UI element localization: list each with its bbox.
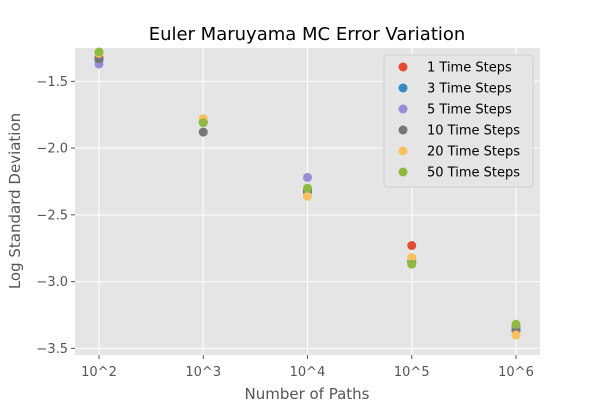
legend-marker (398, 125, 408, 135)
legend-marker (398, 62, 408, 72)
legend-entry: 3 Time Steps (427, 82, 512, 97)
legend-entry: 5 Time Steps (427, 103, 512, 118)
legend-marker (398, 83, 408, 93)
y-tick-label: −2.0 (36, 142, 68, 157)
y-tick-label: −1.5 (36, 75, 68, 90)
chart-title: Euler Maruyama MC Error Variation (149, 24, 466, 45)
legend-marker (398, 146, 408, 156)
y-tick-label: −2.5 (36, 208, 68, 223)
x-axis-label: Number of Paths (244, 385, 369, 400)
data-point (407, 259, 417, 269)
data-point (511, 330, 521, 340)
y-tick-label: −3.5 (36, 342, 68, 357)
data-point (198, 118, 208, 128)
legend-entry: 10 Time Steps (427, 124, 520, 139)
legend-marker (398, 167, 408, 177)
data-point (303, 191, 312, 201)
legend-box (383, 54, 534, 188)
y-tick-label: −3.0 (36, 275, 68, 290)
data-point (407, 241, 417, 251)
legend-entry: 1 Time Steps (427, 61, 512, 76)
x-tick-label: 10^5 (394, 365, 430, 380)
data-point (303, 183, 312, 193)
axis-ticks: 10^2 10^3 10^4 10^5 10^6 −1.5 −2.0 −2.5 −3.0 −3.5 (36, 75, 533, 380)
data-point (407, 253, 417, 263)
data-point (94, 47, 104, 57)
legend-entry: 20 Time Steps (427, 145, 520, 160)
data-point (198, 127, 208, 137)
legend: 1 Time Steps 3 Time Steps 5 Time Steps 10 T… (383, 54, 534, 188)
data-point (511, 319, 521, 329)
data-points (94, 47, 521, 340)
x-tick-label: 10^2 (81, 365, 117, 380)
legend-entry: 50 Time Steps (427, 166, 520, 181)
y-axis-label: Log Standard Deviation (6, 113, 24, 289)
x-tick-label: 10^4 (290, 365, 326, 380)
x-tick-label: 10^6 (498, 365, 534, 380)
data-point (303, 172, 312, 182)
legend-marker (398, 104, 408, 114)
x-tick-label: 10^3 (185, 365, 221, 380)
